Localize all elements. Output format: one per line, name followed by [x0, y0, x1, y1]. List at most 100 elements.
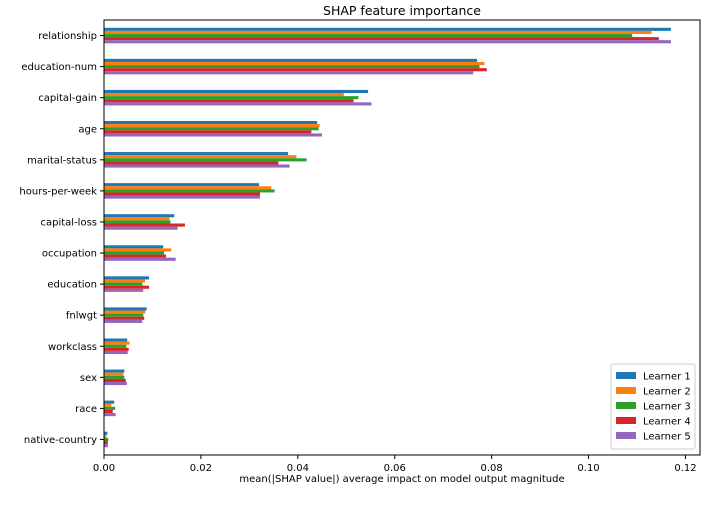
- y-tick-label-native-country: native-country: [24, 435, 97, 446]
- legend-box: [610, 363, 696, 450]
- bar-native-country-learner-3: [104, 437, 109, 442]
- x-tick-label: 0.00: [93, 463, 115, 474]
- bar-education-num-learner-2: [104, 61, 485, 66]
- bar-workclass-learner-2: [104, 341, 130, 345]
- x-tick-label: 0.08: [481, 463, 503, 474]
- bar-education-learner-3: [104, 282, 143, 286]
- y-tick-label-age: age: [78, 124, 97, 135]
- y-tick-label-education-num: education-num: [21, 62, 97, 73]
- bar-relationship-learner-4: [104, 37, 659, 41]
- bar-age-learner-4: [104, 130, 312, 134]
- bar-capital-loss-learner-1: [104, 214, 175, 218]
- bar-race-learner-2: [104, 403, 112, 407]
- bar-occupation-learner-3: [104, 251, 165, 255]
- bar-sex-learner-4: [104, 378, 126, 382]
- y-tick-label-workclass: workclass: [48, 342, 97, 353]
- y-tick-label-sex: sex: [80, 373, 97, 384]
- legend-swatch-learner-3: [616, 402, 636, 409]
- bar-workclass-learner-3: [104, 344, 127, 348]
- bar-native-country-learner-1: [104, 431, 108, 435]
- bar-capital-gain-learner-5: [104, 102, 372, 106]
- bar-fnlwgt-learner-5: [104, 319, 143, 323]
- bar-relationship-learner-2: [104, 30, 652, 34]
- bar-race-learner-1: [104, 400, 115, 404]
- bar-capital-gain-learner-2: [104, 93, 344, 97]
- y-tick-label-capital-gain: capital-gain: [38, 93, 97, 104]
- bar-fnlwgt-learner-3: [104, 313, 144, 317]
- y-tick-label-education: education: [47, 280, 97, 291]
- y-tick-label-race: race: [75, 404, 97, 415]
- bars-group: [104, 27, 671, 448]
- bar-sex-learner-1: [104, 369, 125, 373]
- legend-swatch-learner-2: [616, 387, 636, 394]
- y-axis-ticks: relationship education-num capital-gain age…: [19, 31, 104, 446]
- bar-fnlwgt-learner-2: [104, 310, 146, 314]
- y-tick-label-marital-status: marital-status: [27, 155, 97, 166]
- bar-capital-gain-learner-1: [104, 89, 369, 94]
- bar-sex-learner-5: [104, 381, 127, 386]
- bar-age-learner-2: [104, 124, 320, 128]
- legend-label-learner-5: Learner 5: [643, 432, 691, 443]
- bar-age-learner-1: [104, 120, 318, 125]
- bar-workclass-learner-5: [104, 350, 128, 355]
- legend[interactable]: Learner 1 Learner 2 Learner 3 Learner 4 Lear…: [610, 363, 696, 450]
- bar-fnlwgt-learner-1: [104, 307, 147, 311]
- bar-native-country-learner-5: [104, 444, 108, 448]
- y-tick-label-relationship: relationship: [38, 31, 97, 42]
- bar-race-learner-4: [104, 409, 113, 414]
- bar-marital-status-learner-4: [104, 161, 279, 165]
- x-tick-label: 0.10: [577, 463, 599, 474]
- legend-swatch-learner-1: [616, 372, 636, 379]
- bar-sex-learner-2: [104, 372, 124, 376]
- x-axis-label: mean(|SHAP value|) average impact on mod…: [239, 474, 564, 485]
- bar-native-country-learner-4: [104, 441, 108, 445]
- bar-capital-loss-learner-4: [104, 223, 185, 227]
- bar-education-num-learner-3: [104, 65, 480, 69]
- x-tick-label: 0.12: [674, 463, 696, 474]
- y-tick-label-capital-loss: capital-loss: [40, 217, 97, 228]
- bar-relationship-learner-5: [104, 40, 671, 44]
- bar-education-num-learner-4: [104, 68, 487, 72]
- bar-hours-per-week-learner-5: [104, 195, 261, 199]
- bar-occupation-learner-1: [104, 245, 164, 249]
- y-tick-label-occupation: occupation: [42, 249, 97, 260]
- bar-sex-learner-3: [104, 375, 125, 379]
- bar-age-learner-3: [104, 127, 319, 131]
- bar-marital-status-learner-3: [104, 158, 307, 162]
- legend-label-learner-1: Learner 1: [643, 372, 691, 383]
- bar-capital-loss-learner-3: [104, 220, 171, 224]
- bar-workclass-learner-4: [104, 347, 129, 351]
- legend-label-learner-4: Learner 4: [643, 417, 691, 428]
- bar-capital-loss-learner-5: [104, 226, 178, 230]
- chart-title: SHAP feature importance: [323, 3, 481, 18]
- bar-marital-status-learner-1: [104, 152, 289, 156]
- bar-hours-per-week-learner-1: [104, 183, 260, 187]
- x-tick-label: 0.02: [190, 463, 212, 474]
- bar-education-learner-1: [104, 276, 150, 280]
- plot-frame: [103, 19, 701, 456]
- bar-education-num-learner-5: [104, 71, 474, 75]
- bar-marital-status-learner-5: [104, 164, 290, 168]
- legend-label-learner-3: Learner 3: [643, 402, 691, 413]
- bar-fnlwgt-learner-4: [104, 316, 145, 320]
- y-tick-label-fnlwgt: fnlwgt: [66, 311, 97, 322]
- bar-capital-gain-learner-3: [104, 96, 359, 100]
- legend-swatch-learner-4: [616, 417, 636, 424]
- bar-hours-per-week-learner-3: [104, 189, 275, 193]
- bar-education-num-learner-1: [104, 58, 478, 62]
- bar-relationship-learner-1: [104, 27, 671, 31]
- bar-hours-per-week-learner-2: [104, 186, 272, 190]
- x-tick-label: 0.04: [287, 463, 309, 474]
- bar-occupation-learner-5: [104, 257, 176, 261]
- bar-native-country-learner-2: [104, 434, 107, 438]
- bar-marital-status-learner-2: [104, 155, 297, 159]
- bar-hours-per-week-learner-4: [104, 192, 261, 196]
- bar-race-learner-3: [104, 406, 116, 410]
- bar-education-learner-2: [104, 279, 146, 283]
- legend-label-learner-2: Learner 2: [643, 387, 691, 398]
- bar-occupation-learner-2: [104, 248, 172, 252]
- legend-swatch-learner-5: [616, 432, 636, 439]
- bar-age-learner-5: [104, 133, 323, 137]
